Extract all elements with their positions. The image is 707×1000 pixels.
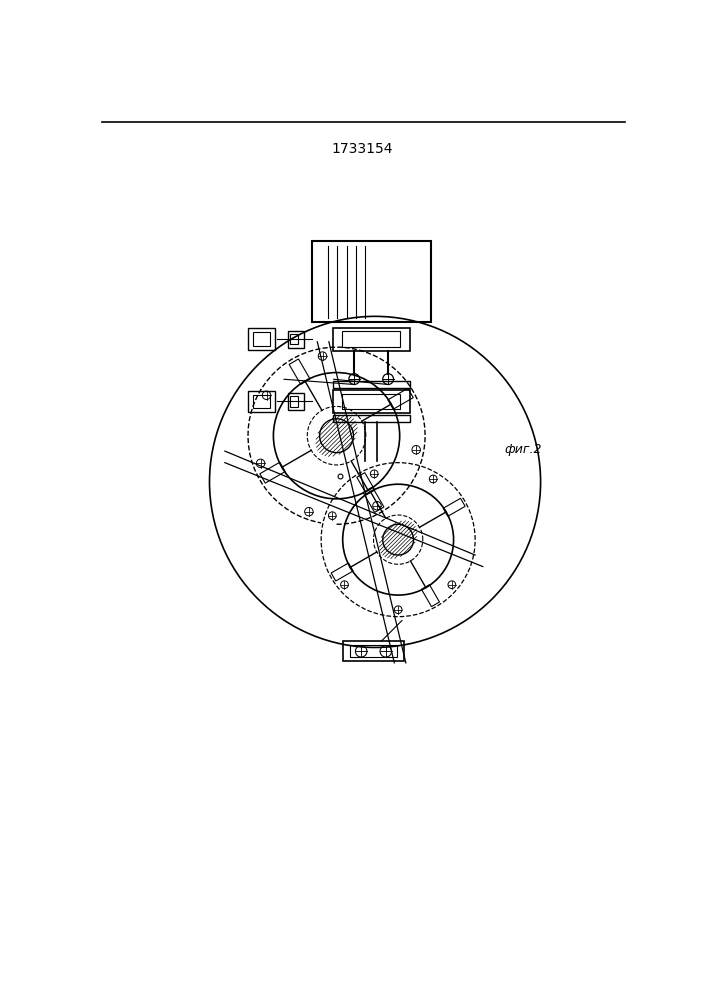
Bar — [363, 487, 384, 512]
Bar — [333, 328, 409, 351]
Bar — [342, 394, 400, 409]
Bar — [357, 473, 375, 495]
Bar — [288, 393, 304, 410]
Bar — [333, 415, 409, 422]
Bar — [290, 334, 298, 344]
Bar — [343, 641, 404, 661]
Bar — [421, 585, 440, 607]
Bar — [333, 390, 409, 413]
Bar — [260, 462, 285, 483]
Bar — [351, 645, 397, 657]
Bar — [312, 241, 431, 322]
Bar — [333, 381, 409, 388]
Bar — [248, 391, 275, 412]
Bar — [288, 331, 304, 348]
Text: 1733154: 1733154 — [331, 142, 392, 156]
Text: фиг.2: фиг.2 — [504, 443, 542, 456]
Bar — [248, 328, 275, 350]
Bar — [253, 395, 270, 408]
Bar — [443, 498, 465, 516]
Bar — [290, 396, 298, 407]
Bar — [342, 331, 400, 347]
Bar — [331, 563, 353, 581]
Bar — [289, 359, 310, 384]
Bar — [253, 332, 270, 346]
Bar — [388, 388, 414, 409]
